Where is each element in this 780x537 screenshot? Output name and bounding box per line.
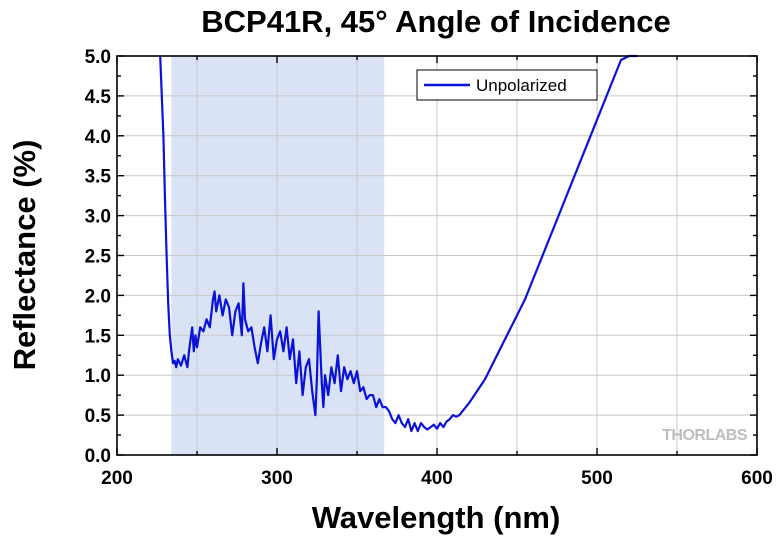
x-tick-label: 600 — [741, 468, 773, 489]
legend-label-unpolarized: Unpolarized — [476, 76, 567, 95]
y-tick-label: 2.5 — [85, 247, 112, 268]
y-tick-label: 3.0 — [85, 207, 111, 228]
y-tick-label: 0.0 — [85, 446, 111, 467]
x-tick-label: 200 — [101, 468, 133, 489]
y-tick-labels: 0.0 0.5 1.0 1.5 2.0 2.5 3.0 3.5 4.0 4.5 5.0 — [85, 47, 112, 467]
y-tick-label: 4.5 — [85, 87, 112, 108]
x-axis-title: Wavelength (nm) — [312, 500, 561, 535]
y-tick-label: 1.5 — [85, 326, 112, 347]
x-tick-labels: 200 300 400 500 600 — [101, 468, 773, 489]
y-tick-label: 0.5 — [85, 406, 112, 427]
y-tick-label: 1.0 — [85, 366, 111, 387]
y-tick-label: 5.0 — [85, 47, 111, 68]
legend: Unpolarized — [416, 69, 598, 101]
x-tick-label: 400 — [421, 468, 453, 489]
x-tick-label: 500 — [581, 468, 613, 489]
y-tick-label: 3.5 — [85, 167, 112, 188]
y-tick-label: 2.0 — [85, 286, 111, 307]
chart-title: BCP41R, 45° Angle of Incidence — [201, 4, 670, 39]
x-tick-label: 300 — [261, 468, 293, 489]
series-line-unpolarized — [159, 54, 637, 433]
y-axis-title: Reflectance (%) — [7, 140, 42, 371]
y-tick-label: 4.0 — [85, 127, 111, 148]
axis-ticks — [116, 55, 758, 456]
thorlabs-watermark: THORLABS — [662, 427, 748, 444]
